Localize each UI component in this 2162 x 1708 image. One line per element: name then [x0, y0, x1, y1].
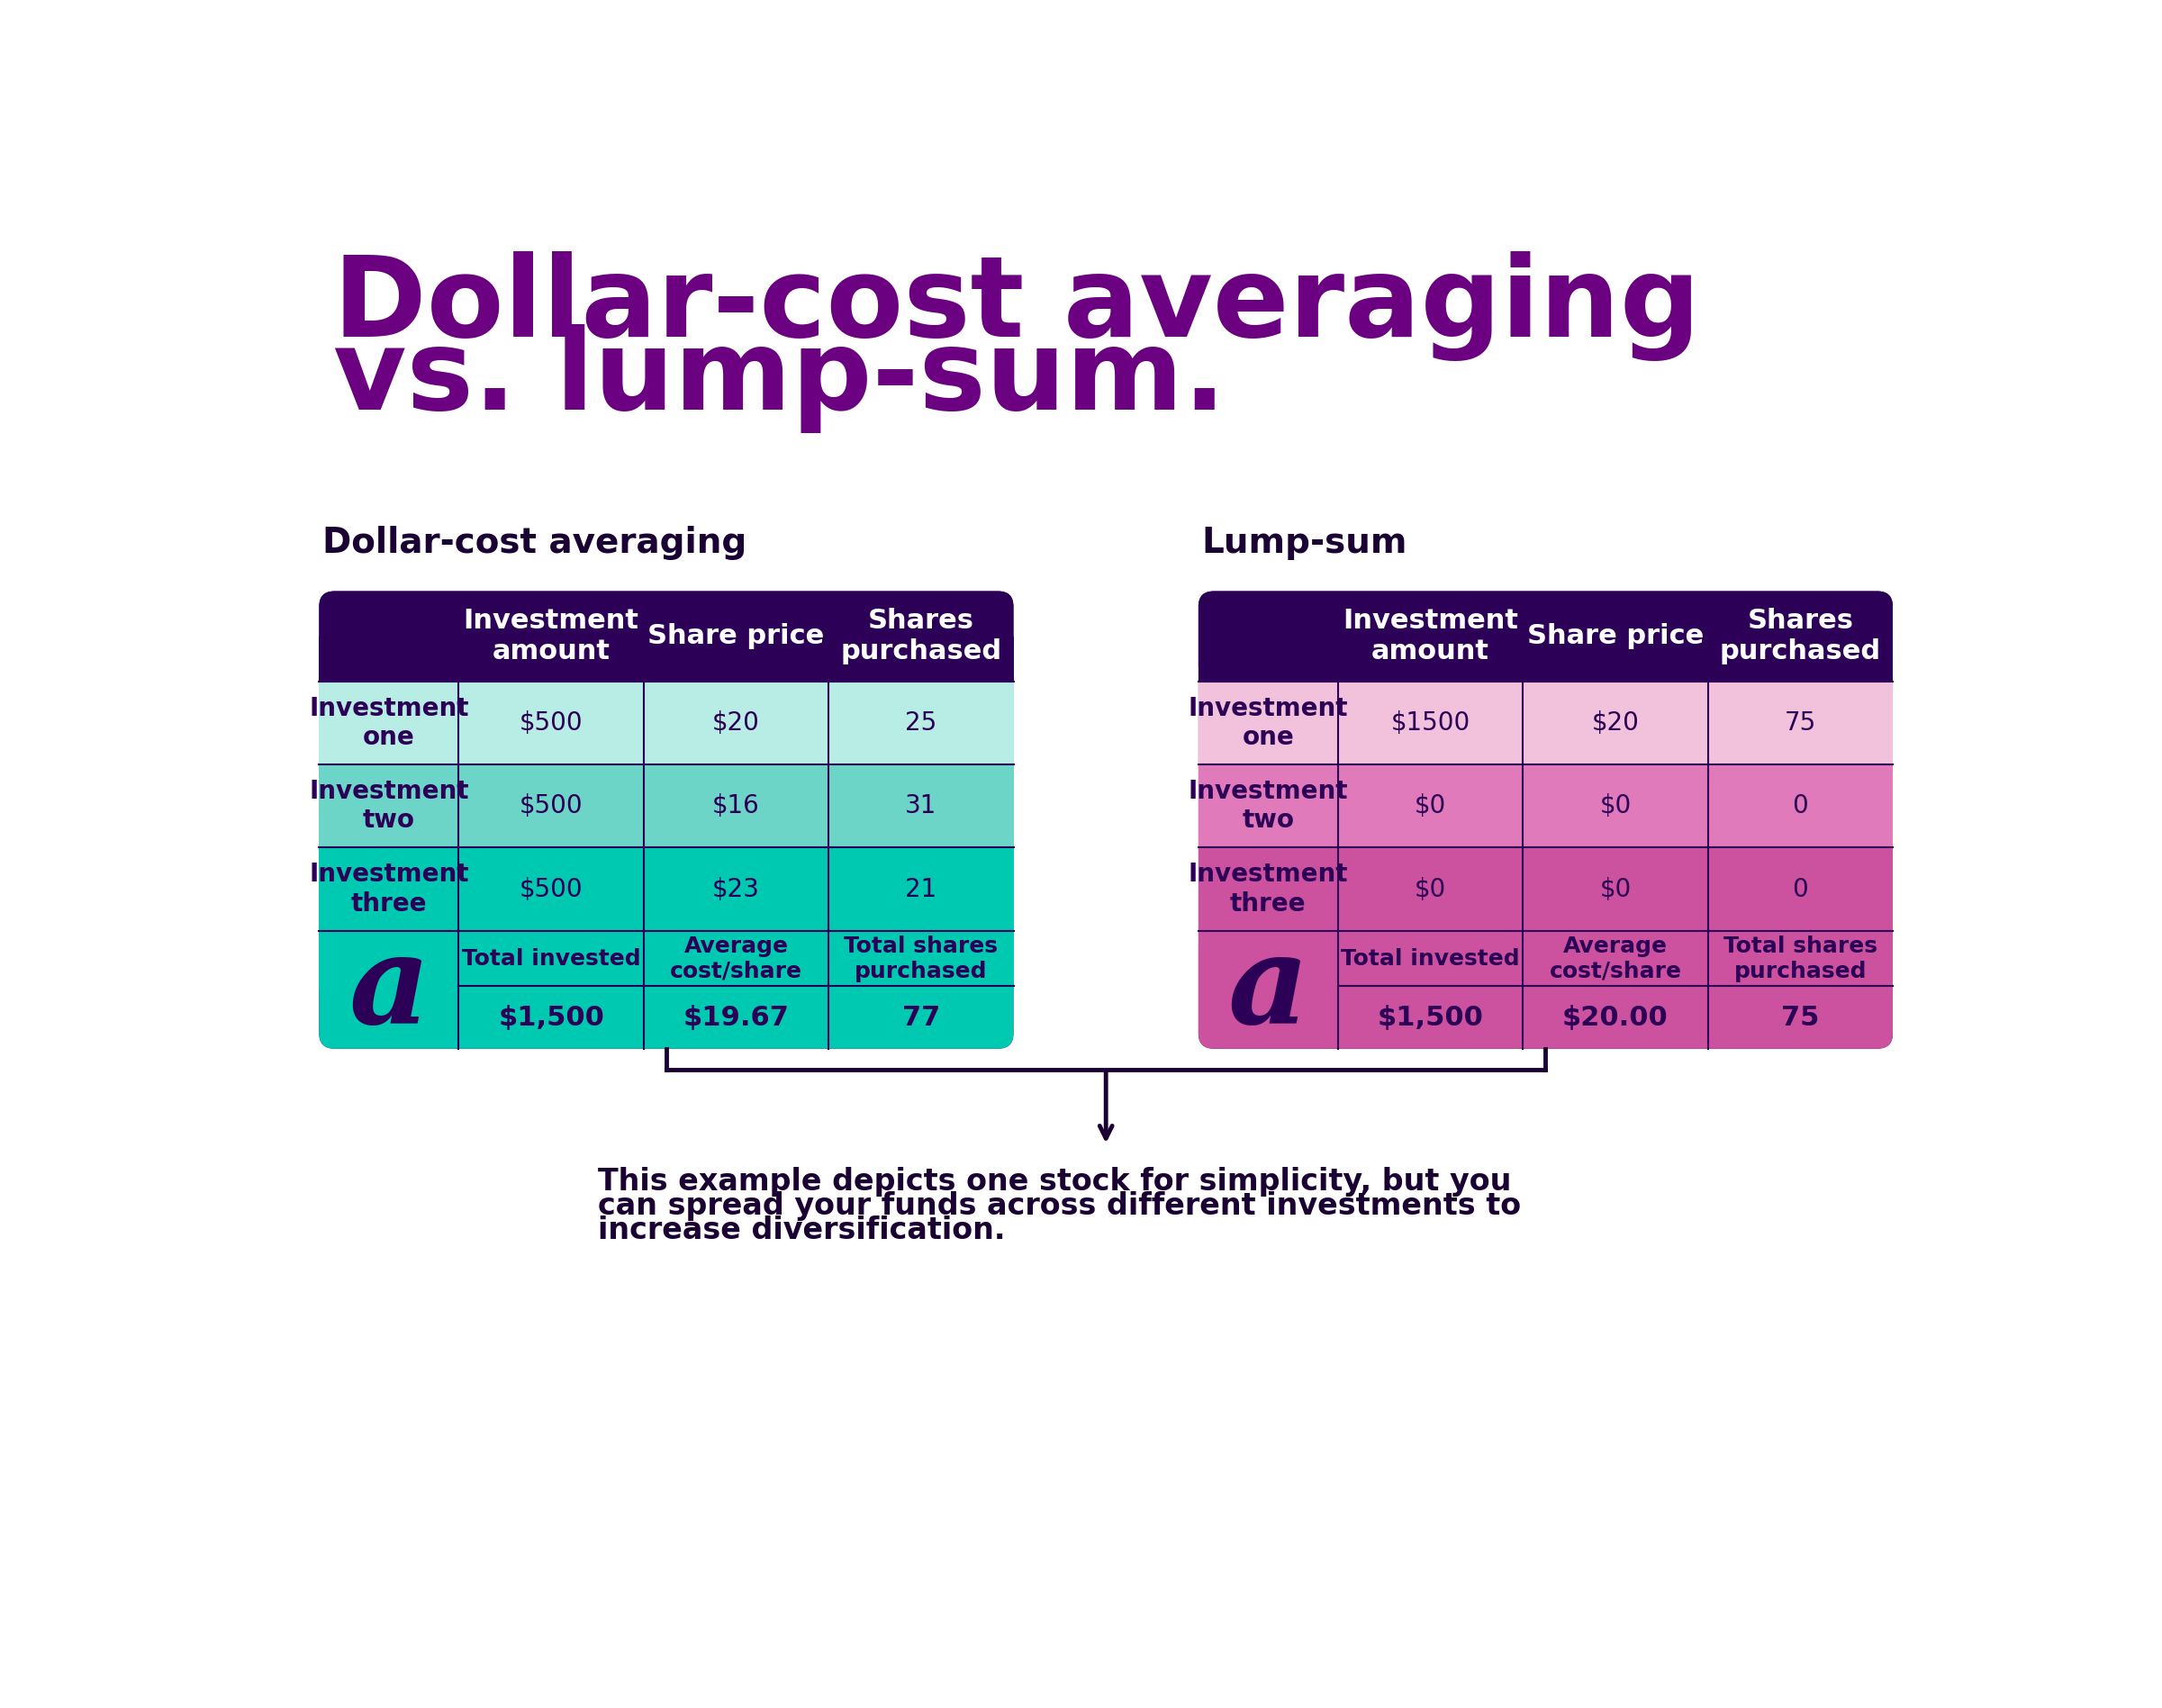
Text: $23: $23	[711, 876, 759, 902]
Text: a: a	[1228, 929, 1308, 1050]
Text: Share price: Share price	[1526, 623, 1704, 649]
Text: 0: 0	[1792, 794, 1807, 818]
Text: Dollar-cost averaging: Dollar-cost averaging	[333, 251, 1699, 362]
Text: $0: $0	[1414, 794, 1446, 818]
Bar	[1198, 931, 1892, 989]
Text: Share price: Share price	[649, 623, 824, 649]
Text: Investment
two: Investment two	[1189, 779, 1349, 834]
FancyBboxPatch shape	[1198, 591, 1892, 681]
Text: $500: $500	[519, 711, 584, 736]
Text: increase diversification.: increase diversification.	[599, 1214, 1005, 1245]
Text: $500: $500	[519, 876, 584, 902]
Bar	[320, 931, 1014, 989]
Text: $20: $20	[1591, 711, 1639, 736]
Text: 75: 75	[1784, 711, 1816, 736]
Text: Total invested: Total invested	[463, 948, 640, 970]
Text: Investment
one: Investment one	[1189, 695, 1349, 750]
Text: Investment
amount: Investment amount	[1343, 608, 1518, 664]
Text: $20: $20	[711, 711, 759, 736]
Text: $0: $0	[1600, 794, 1632, 818]
Text: 21: 21	[906, 876, 936, 902]
Text: Average
cost/share: Average cost/share	[670, 936, 802, 982]
Text: $19.67: $19.67	[683, 1004, 789, 1030]
Text: Investment
one: Investment one	[309, 695, 469, 750]
Text: Total shares
purchased: Total shares purchased	[843, 936, 999, 982]
Text: $16: $16	[711, 794, 759, 818]
Text: Lump-sum: Lump-sum	[1202, 526, 1407, 560]
FancyBboxPatch shape	[320, 591, 1014, 681]
Text: Total shares
purchased: Total shares purchased	[1723, 936, 1877, 982]
Text: can spread your funds across different investments to: can spread your funds across different i…	[599, 1190, 1522, 1221]
Text: $20.00: $20.00	[1563, 1004, 1669, 1030]
Text: 31: 31	[906, 794, 936, 818]
Text: Investment
three: Investment three	[309, 863, 469, 917]
Text: $0: $0	[1414, 876, 1446, 902]
Text: 75: 75	[1781, 1004, 1820, 1030]
Bar	[320, 765, 1014, 847]
Bar	[1198, 765, 1892, 847]
FancyBboxPatch shape	[320, 591, 1014, 1049]
FancyBboxPatch shape	[1198, 931, 1892, 1049]
Bar	[1198, 635, 1892, 681]
Bar	[320, 635, 1014, 681]
Bar	[320, 847, 1014, 931]
Text: $1,500: $1,500	[1377, 1004, 1483, 1030]
Text: $500: $500	[519, 794, 584, 818]
Bar	[1198, 681, 1892, 765]
Text: vs. lump-sum.: vs. lump-sum.	[333, 325, 1226, 434]
Text: 25: 25	[906, 711, 936, 736]
Text: a: a	[348, 929, 430, 1050]
Bar	[320, 681, 1014, 765]
Text: Dollar-cost averaging: Dollar-cost averaging	[322, 526, 746, 560]
Text: $0: $0	[1600, 876, 1632, 902]
Text: $1,500: $1,500	[497, 1004, 603, 1030]
Text: Shares
purchased: Shares purchased	[841, 608, 1001, 664]
Text: This example depicts one stock for simplicity, but you: This example depicts one stock for simpl…	[599, 1167, 1511, 1196]
Text: Shares
purchased: Shares purchased	[1719, 608, 1881, 664]
Text: 0: 0	[1792, 876, 1807, 902]
Text: Investment
three: Investment three	[1189, 863, 1349, 917]
Text: Total invested: Total invested	[1340, 948, 1520, 970]
Text: Investment
amount: Investment amount	[463, 608, 640, 664]
Bar	[1198, 847, 1892, 931]
Text: $1500: $1500	[1390, 711, 1470, 736]
Text: Average
cost/share: Average cost/share	[1550, 936, 1682, 982]
FancyBboxPatch shape	[320, 931, 1014, 1049]
Text: 77: 77	[902, 1004, 940, 1030]
Text: Investment
two: Investment two	[309, 779, 469, 834]
FancyBboxPatch shape	[1198, 591, 1892, 1049]
